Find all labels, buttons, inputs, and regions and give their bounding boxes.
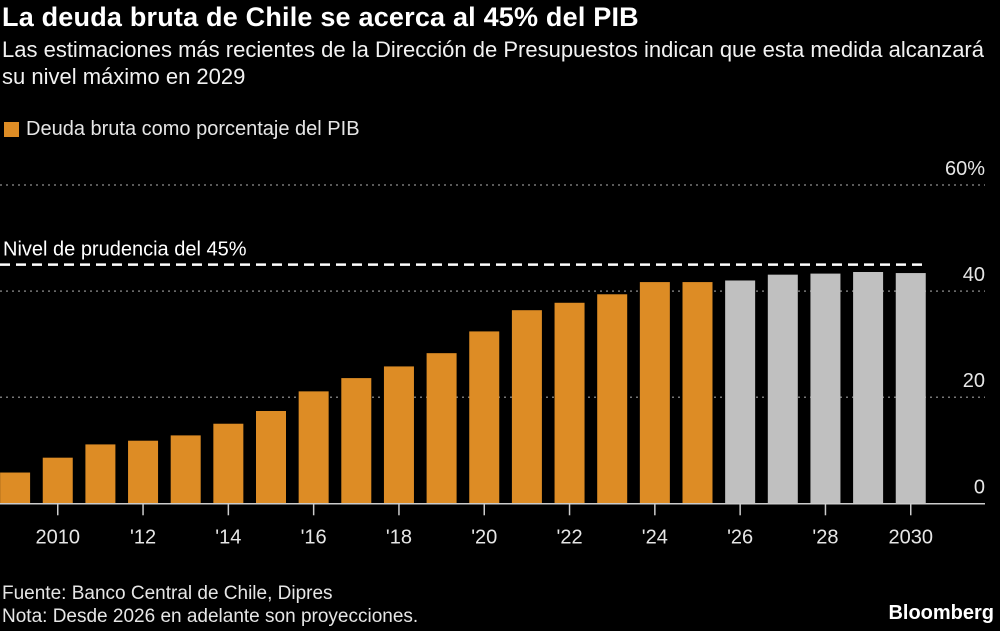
projection-note: Nota: Desde 2026 en adelante son proyecc… — [2, 606, 419, 627]
bar-2020 — [469, 331, 500, 504]
x-tick-label: '12 — [130, 526, 156, 548]
bar-2023 — [597, 294, 628, 504]
bar-2027 — [767, 274, 798, 504]
y-tick-label: 0 — [974, 476, 985, 498]
legend: Deuda bruta como porcentaje del PIB — [4, 118, 360, 141]
chart-subtitle: Las estimaciones más recientes de la Dir… — [2, 37, 984, 89]
legend-label: Deuda bruta como porcentaje del PIB — [26, 118, 360, 140]
x-tick-label: '26 — [727, 526, 753, 548]
x-tick-label: '20 — [471, 526, 497, 548]
x-tick-label: '24 — [642, 526, 668, 548]
bar-2029 — [853, 272, 884, 504]
bar-2021 — [511, 310, 542, 504]
bar-2011 — [85, 444, 116, 504]
bar-2017 — [341, 378, 372, 504]
x-tick-label: '18 — [386, 526, 412, 548]
bar-2009 — [0, 472, 31, 504]
reference-line-label: Nivel de prudencia del 45% — [3, 239, 247, 261]
x-tick-label: '28 — [812, 526, 838, 548]
bar-2030 — [895, 273, 926, 504]
x-tick-label: '14 — [215, 526, 241, 548]
bar-2025 — [682, 282, 713, 504]
bar-2016 — [298, 391, 329, 504]
bar-2013 — [170, 435, 201, 504]
bar-2026 — [725, 280, 756, 504]
x-tick-label: 2010 — [36, 526, 81, 548]
bar-2012 — [128, 440, 159, 504]
bar-2019 — [426, 353, 457, 504]
bar-2028 — [810, 273, 841, 504]
bloomberg-logo: Bloomberg — [888, 602, 994, 624]
bar-2022 — [554, 302, 585, 504]
x-tick-label: 2030 — [889, 526, 934, 548]
y-tick-label: 20 — [963, 370, 985, 392]
y-tick-label: 60% — [945, 158, 985, 180]
bar-2018 — [383, 366, 414, 504]
x-tick-label: '22 — [557, 526, 583, 548]
bar-2014 — [213, 423, 244, 504]
y-tick-label: 40 — [963, 264, 985, 286]
legend-swatch — [4, 122, 19, 137]
x-tick-label: '16 — [301, 526, 327, 548]
bar-2024 — [639, 282, 670, 504]
bar-2015 — [256, 410, 286, 504]
chart-title: La deuda bruta de Chile se acerca al 45%… — [2, 2, 639, 32]
bar-2010 — [42, 457, 73, 504]
source-note: Fuente: Banco Central de Chile, Dipres — [2, 583, 333, 604]
